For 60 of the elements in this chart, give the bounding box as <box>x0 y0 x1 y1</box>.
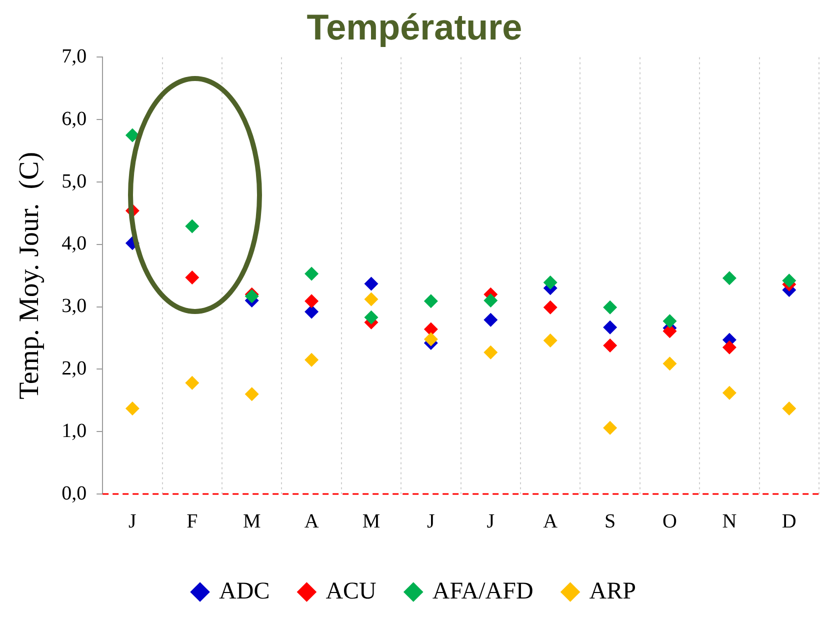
y-tick-label: 0,0 <box>62 482 87 504</box>
x-tick-label: M <box>362 510 380 532</box>
legend-label: AFA/AFD <box>432 578 534 604</box>
point <box>662 314 677 328</box>
point <box>364 276 378 291</box>
x-tick-label: N <box>722 510 737 532</box>
point <box>364 292 378 306</box>
x-tick-label: S <box>604 510 616 532</box>
x-tick-label: F <box>186 510 198 532</box>
x-tick-label: A <box>304 510 320 532</box>
x-tick-label: J <box>128 510 137 532</box>
point <box>424 322 438 336</box>
point <box>722 271 736 286</box>
point <box>782 274 796 288</box>
y-axis-title: Temp. Moy. Jour. (C) <box>14 152 46 400</box>
point <box>185 270 200 284</box>
point <box>484 312 498 327</box>
x-tick-label: O <box>662 510 677 532</box>
x-tick-label: D <box>782 510 796 532</box>
y-tick-label: 3,0 <box>62 295 87 318</box>
point <box>722 340 736 354</box>
point <box>244 387 259 402</box>
legend-label: ARP <box>589 578 636 604</box>
point <box>662 324 677 338</box>
point <box>304 304 319 319</box>
point <box>543 333 558 348</box>
point <box>185 376 200 390</box>
point <box>304 294 319 308</box>
point <box>543 275 558 290</box>
point <box>125 402 140 416</box>
legend-label: ADC <box>219 578 270 604</box>
x-tick-label: M <box>242 510 261 532</box>
point <box>603 320 618 334</box>
point <box>603 300 618 314</box>
point <box>722 386 736 400</box>
legend-label: ACU <box>326 578 376 604</box>
point <box>603 338 618 352</box>
y-tick-label: 7,0 <box>62 45 87 68</box>
point <box>424 294 438 308</box>
point <box>364 310 378 324</box>
point <box>603 420 618 435</box>
point <box>484 345 498 360</box>
point <box>424 332 438 346</box>
y-tick-label: 4,0 <box>62 232 87 255</box>
point <box>304 352 319 367</box>
point <box>782 402 796 416</box>
point <box>543 300 558 314</box>
chart-title: Température <box>306 6 522 48</box>
y-tick-label: 5,0 <box>62 170 87 192</box>
y-tick-label: 6,0 <box>62 108 87 130</box>
x-tick-label: J <box>486 510 495 532</box>
x-tick-label: J <box>427 510 436 532</box>
x-tick-label: A <box>543 510 558 532</box>
y-tick-label: 1,0 <box>62 420 87 442</box>
y-tick-label: 2,0 <box>62 357 87 380</box>
point <box>484 294 498 308</box>
point <box>662 356 677 371</box>
point <box>304 266 319 281</box>
point <box>185 219 200 234</box>
point <box>125 128 140 142</box>
